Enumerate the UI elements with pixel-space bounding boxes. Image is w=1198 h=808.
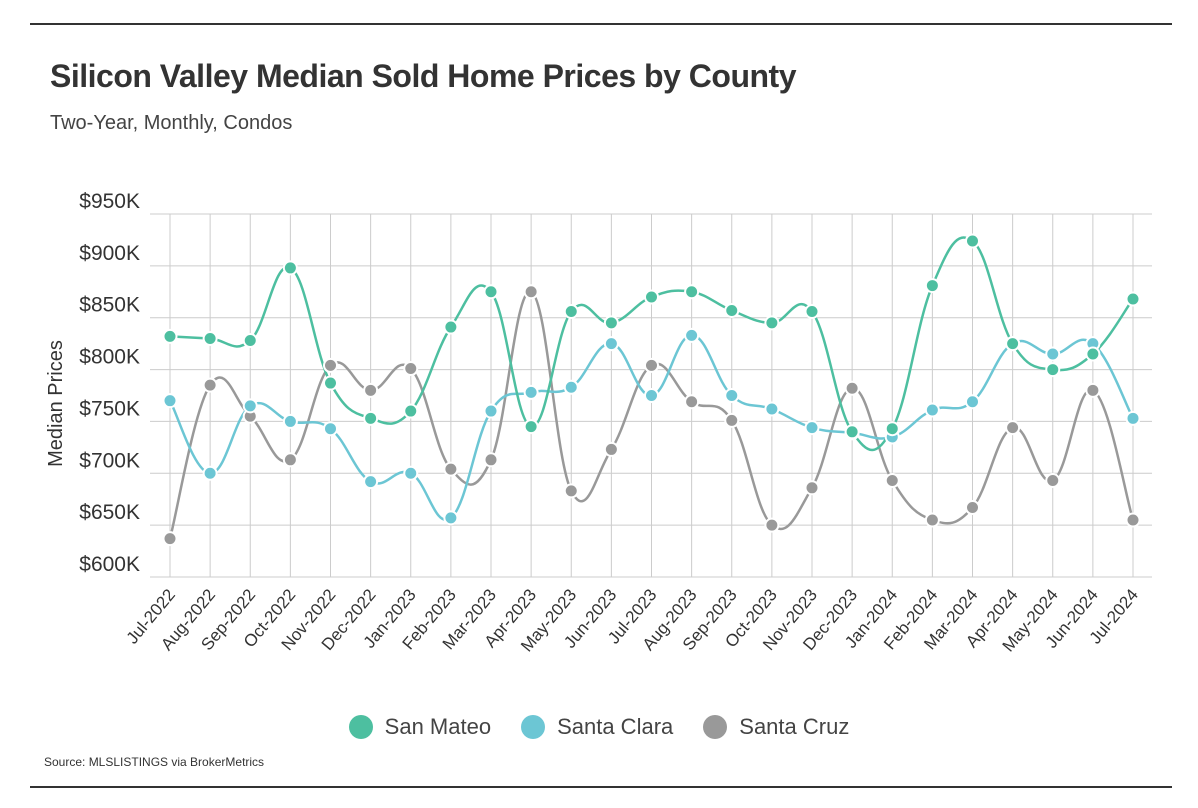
data-point-san-mateo: [644, 289, 659, 305]
data-point-san-mateo: [282, 260, 298, 276]
legend-item-santa-cruz: Santa Cruz: [703, 714, 849, 740]
data-point-san-mateo: [924, 278, 940, 294]
y-axis-ticks: $950K $900K $850K $800K $750K $700K $650K $600K: [79, 190, 140, 576]
data-point-santa-cruz: [804, 480, 820, 496]
data-point-santa-clara: [804, 420, 820, 436]
legend-swatch: [521, 715, 546, 739]
x-axis-ticks: Jul-2022Aug-2022Sep-2022Oct-2022Nov-2022…: [123, 585, 1142, 655]
data-point-santa-cruz: [563, 483, 579, 499]
data-point-santa-cruz: [603, 441, 619, 457]
legend-swatch: [703, 715, 728, 739]
data-point-san-mateo: [1005, 336, 1021, 352]
data-point-san-mateo: [403, 403, 419, 419]
data-point-santa-clara: [965, 394, 980, 410]
data-point-san-mateo: [1125, 291, 1141, 307]
legend-label: San Mateo: [384, 714, 492, 739]
data-point-san-mateo: [684, 284, 700, 300]
data-point-santa-cruz: [684, 394, 700, 410]
data-point-san-mateo: [242, 333, 258, 349]
source-note: Source: MLSLISTINGS via BrokerMetrics: [44, 755, 265, 769]
data-point-san-mateo: [202, 330, 218, 346]
legend-label: Santa Cruz: [739, 714, 850, 739]
data-point-santa-cruz: [363, 382, 379, 398]
data-point-santa-cruz: [162, 531, 178, 547]
y-tick-label: $850K: [79, 294, 140, 317]
data-point-santa-cruz: [523, 284, 539, 300]
data-point-santa-clara: [684, 327, 700, 343]
data-point-san-mateo: [563, 303, 579, 319]
y-tick-label: $650K: [79, 501, 140, 524]
data-point-santa-clara: [162, 393, 178, 409]
data-point-santa-cruz: [1125, 512, 1141, 528]
data-point-san-mateo: [1045, 362, 1061, 378]
data-point-santa-cruz: [764, 517, 780, 533]
data-point-san-mateo: [844, 424, 860, 440]
data-point-san-mateo: [804, 303, 820, 319]
data-point-santa-cruz: [403, 361, 419, 377]
data-point-santa-clara: [363, 474, 379, 490]
bottom-rule: [30, 786, 1172, 788]
y-tick-label: $900K: [79, 242, 140, 265]
data-point-santa-clara: [603, 336, 619, 352]
data-point-santa-cruz: [724, 412, 740, 428]
data-point-santa-clara: [403, 465, 419, 481]
data-point-santa-cruz: [844, 380, 860, 396]
chart-subtitle: Two-Year, Monthly, Condos: [50, 112, 293, 134]
data-point-san-mateo: [1085, 346, 1101, 362]
data-point-santa-cruz: [1005, 420, 1021, 436]
data-point-san-mateo: [965, 233, 980, 249]
line-chart: $950K $900K $850K $800K $750K $700K $650K $600K…: [45, 190, 1152, 655]
data-point-san-mateo: [323, 375, 338, 391]
data-point-santa-clara: [1045, 346, 1061, 362]
data-point-santa-cruz: [483, 452, 499, 468]
chart-title: Silicon Valley Median Sold Home Prices b…: [50, 58, 796, 94]
data-point-san-mateo: [523, 419, 539, 435]
data-point-santa-cruz: [924, 512, 940, 528]
data-point-san-mateo: [884, 421, 900, 437]
data-point-santa-clara: [1125, 410, 1141, 426]
data-point-santa-clara: [764, 401, 780, 417]
data-point-santa-clara: [443, 510, 459, 526]
chart-legend: San Mateo Santa Clara Santa Cruz: [0, 714, 1198, 740]
data-point-santa-cruz: [282, 452, 298, 468]
legend-item-san-mateo: San Mateo: [348, 714, 492, 740]
y-tick-label: $600K: [79, 553, 140, 576]
legend-item-santa-clara: Santa Clara: [521, 714, 673, 740]
data-point-santa-clara: [523, 384, 539, 400]
data-point-san-mateo: [764, 315, 780, 331]
data-point-santa-cruz: [323, 357, 338, 373]
data-point-santa-clara: [202, 465, 218, 481]
data-point-santa-cruz: [1045, 473, 1061, 489]
data-point-santa-clara: [924, 402, 940, 418]
data-point-san-mateo: [162, 328, 178, 344]
y-tick-label: $750K: [79, 397, 140, 420]
top-rule: [30, 23, 1172, 25]
y-tick-label: $700K: [79, 449, 140, 472]
data-point-santa-cruz: [884, 473, 900, 489]
data-point-santa-clara: [563, 379, 579, 395]
data-point-santa-clara: [242, 398, 258, 414]
legend-swatch: [348, 715, 373, 739]
data-point-san-mateo: [724, 302, 740, 318]
data-point-san-mateo: [443, 319, 459, 335]
data-point-san-mateo: [603, 315, 619, 331]
series-points: [162, 233, 1141, 547]
data-point-santa-cruz: [644, 357, 659, 373]
data-point-santa-clara: [323, 421, 338, 437]
data-point-santa-cruz: [1085, 382, 1101, 398]
data-point-santa-cruz: [965, 500, 980, 516]
y-axis-label: Median Prices: [45, 340, 67, 467]
data-point-santa-clara: [724, 388, 740, 403]
data-point-santa-clara: [483, 403, 499, 419]
data-point-santa-clara: [282, 413, 298, 429]
data-point-santa-clara: [644, 388, 659, 403]
y-tick-label: $950K: [79, 190, 140, 213]
data-point-san-mateo: [363, 410, 379, 426]
y-tick-label: $800K: [79, 346, 140, 369]
legend-label: Santa Clara: [557, 714, 674, 739]
data-point-santa-cruz: [202, 377, 218, 393]
data-point-santa-cruz: [443, 461, 459, 477]
data-point-san-mateo: [483, 284, 499, 300]
